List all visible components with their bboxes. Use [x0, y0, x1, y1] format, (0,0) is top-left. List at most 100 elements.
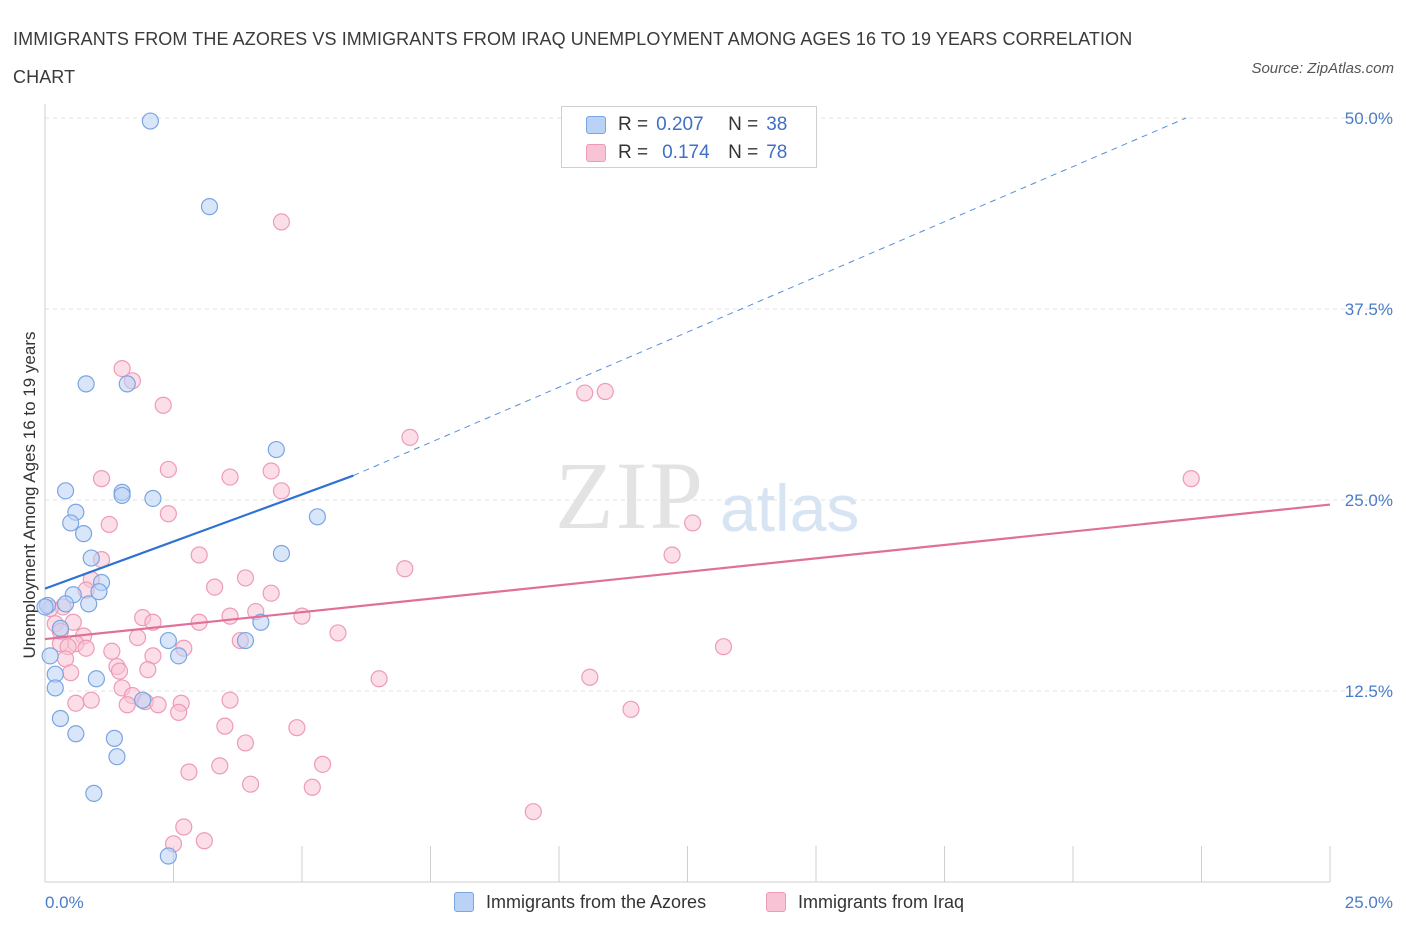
- bottom-legend-azores: Immigrants from the Azores: [454, 888, 706, 916]
- y-tick-label-1: 25.0%: [1345, 491, 1393, 510]
- iraq-point-50: [139, 661, 157, 679]
- iraq-point-12: [272, 482, 291, 500]
- iraq-point-67: [288, 719, 306, 737]
- iraq-point-69: [313, 755, 332, 773]
- azores-point-5: [56, 482, 75, 500]
- azores-point-23: [159, 631, 177, 650]
- x-tick-label-0: 0.0%: [45, 893, 84, 912]
- grid-lines: [45, 117, 1392, 692]
- data-points: [36, 112, 1200, 865]
- azores-point-31: [51, 709, 70, 728]
- watermark-atlas: atlas: [720, 471, 860, 545]
- iraq-point-5: [154, 396, 172, 414]
- bottom-legend-iraq: Immigrants from Iraq: [766, 888, 964, 916]
- azores-r-label: R =: [618, 114, 649, 135]
- iraq-point-15: [100, 515, 118, 534]
- chart-title: IMMIGRANTS FROM THE AZORES VS IMMIGRANTS…: [13, 29, 1133, 87]
- iraq-point-64: [170, 703, 188, 721]
- iraq-point-17: [190, 546, 208, 564]
- azores-point-0: [141, 112, 159, 130]
- azores-point-10: [308, 508, 327, 526]
- azores-point-12: [74, 525, 93, 543]
- azores-point-24: [236, 631, 255, 650]
- azores-r-value: 0.207: [656, 114, 704, 135]
- x-tick-label-1: 25.0%: [1345, 893, 1393, 912]
- iraq-point-74: [524, 803, 542, 821]
- azores-point-33: [105, 729, 123, 747]
- source-label: Source: ZipAtlas.com: [1251, 60, 1394, 77]
- iraq-point-38: [128, 628, 147, 647]
- azores-n-label: N =: [728, 114, 759, 135]
- iraq-trend-line: [44, 503, 1331, 641]
- azores-point-18: [56, 595, 75, 613]
- azores-point-29: [46, 679, 64, 697]
- iraq-point-63: [221, 691, 239, 709]
- iraq-point-24: [262, 584, 280, 602]
- azores-point-13: [272, 544, 291, 563]
- iraq-n-label: N =: [728, 142, 759, 163]
- iraq-point-19: [396, 560, 414, 578]
- iraq-point-72: [242, 775, 260, 793]
- iraq-point-71: [180, 763, 198, 781]
- iraq-point-16: [663, 546, 681, 564]
- azores-n-value: 38: [766, 114, 788, 135]
- azores-point-14: [82, 549, 100, 567]
- iraq-point-11: [262, 462, 280, 480]
- iraq-point-8: [92, 470, 111, 488]
- azores-point-11: [62, 514, 80, 532]
- azores-point-37: [36, 598, 54, 616]
- trend-lines: [44, 117, 1331, 641]
- azores-point-21: [51, 619, 70, 637]
- iraq-point-54: [581, 668, 599, 686]
- azores-point-1: [200, 198, 219, 216]
- watermark-zip: ZIP: [555, 442, 705, 549]
- iraq-swatch: [586, 144, 606, 162]
- azores-swatch: [586, 116, 606, 134]
- azores-point-3: [118, 375, 136, 393]
- iraq-point-20: [236, 569, 255, 587]
- y-tick-label-0: 12.5%: [1345, 682, 1393, 701]
- iraq-point-65: [622, 700, 640, 718]
- azores-point-36: [159, 847, 177, 865]
- azores-point-2: [77, 375, 95, 393]
- iraq-point-44: [77, 639, 95, 657]
- azores-point-25: [170, 647, 188, 665]
- legend-row-iraq: R = 0.174 N = 78: [586, 141, 787, 165]
- correlation-legend: R = 0.207 N = 38 R = 0.174 N = 78: [561, 106, 817, 168]
- iraq-point-52: [62, 664, 80, 682]
- iraq-point-61: [149, 696, 167, 714]
- iraq-point-22: [206, 578, 224, 596]
- bottom-azores-swatch: [454, 892, 474, 912]
- y-tick-label-2: 37.5%: [1345, 300, 1393, 319]
- azores-point-19: [80, 595, 98, 613]
- iraq-point-36: [329, 624, 347, 642]
- iraq-point-60: [118, 696, 136, 714]
- iraq-point-7: [1182, 470, 1200, 488]
- bottom-iraq-swatch: [766, 892, 786, 912]
- azores-point-8: [144, 489, 162, 508]
- azores-point-34: [108, 748, 126, 766]
- azores-point-32: [67, 725, 85, 743]
- azores-trend-line: [44, 474, 354, 590]
- iraq-point-57: [82, 691, 100, 709]
- iraq-r-label: R =: [618, 142, 649, 163]
- azores-trend-extension: [353, 117, 1187, 477]
- iraq-point-53: [370, 670, 388, 688]
- iraq-point-46: [714, 638, 733, 656]
- azores-point-4: [267, 440, 285, 459]
- azores-point-35: [85, 784, 103, 802]
- azores-point-30: [134, 691, 152, 709]
- iraq-point-0: [272, 213, 291, 231]
- iraq-point-70: [211, 757, 229, 775]
- iraq-n-value: 78: [766, 142, 788, 163]
- iraq-point-66: [216, 717, 234, 735]
- azores-point-26: [41, 647, 59, 665]
- iraq-r-value: 0.174: [662, 142, 710, 163]
- iraq-point-45: [103, 642, 121, 660]
- iraq-point-4: [596, 382, 614, 401]
- azores-point-7: [113, 486, 131, 505]
- tick-labels: 12.5% 25.0% 37.5% 50.0% 0.0% 25.0%: [45, 109, 1393, 912]
- iraq-point-6: [401, 428, 419, 446]
- iraq-point-10: [159, 460, 177, 479]
